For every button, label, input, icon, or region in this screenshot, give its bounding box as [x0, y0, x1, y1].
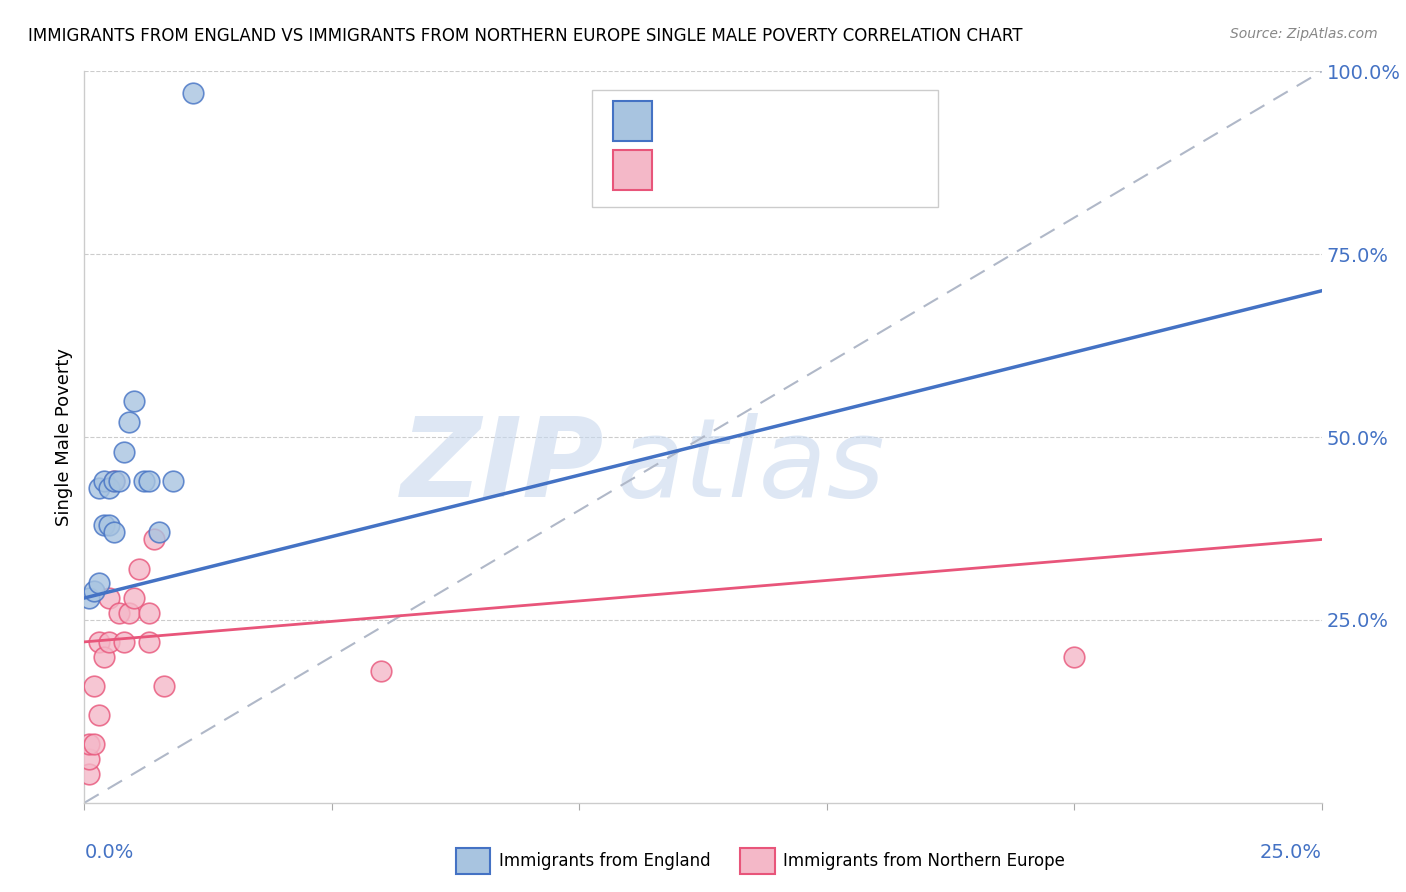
Point	[98, 481, 121, 495]
Point	[112, 635, 135, 649]
Point	[148, 525, 170, 540]
Point	[122, 393, 145, 408]
Point	[79, 766, 101, 780]
FancyBboxPatch shape	[740, 848, 775, 874]
Text: 0.0%: 0.0%	[84, 843, 134, 862]
Text: R = 0.164: R = 0.164	[666, 161, 772, 179]
Point	[162, 474, 184, 488]
Point	[93, 474, 115, 488]
Point	[1063, 649, 1085, 664]
Text: N = 19: N = 19	[814, 112, 887, 130]
Text: IMMIGRANTS FROM ENGLAND VS IMMIGRANTS FROM NORTHERN EUROPE SINGLE MALE POVERTY C: IMMIGRANTS FROM ENGLAND VS IMMIGRANTS FR…	[28, 27, 1022, 45]
Point	[83, 737, 105, 751]
Point	[118, 606, 141, 620]
Point	[181, 87, 204, 101]
Point	[89, 576, 111, 591]
Point	[89, 708, 111, 723]
Text: Immigrants from Northern Europe: Immigrants from Northern Europe	[783, 853, 1066, 871]
Point	[138, 474, 160, 488]
Point	[93, 649, 115, 664]
Point	[79, 591, 101, 605]
FancyBboxPatch shape	[456, 848, 491, 874]
FancyBboxPatch shape	[592, 90, 938, 207]
Text: N = 22: N = 22	[814, 161, 887, 179]
Point	[89, 635, 111, 649]
Text: Source: ZipAtlas.com: Source: ZipAtlas.com	[1230, 27, 1378, 41]
Point	[103, 525, 125, 540]
Point	[89, 481, 111, 495]
Point	[132, 474, 155, 488]
Point	[108, 606, 131, 620]
Point	[118, 416, 141, 430]
Point	[138, 606, 160, 620]
Point	[93, 517, 115, 532]
Point	[83, 583, 105, 598]
Text: 25.0%: 25.0%	[1260, 843, 1322, 862]
Point	[128, 562, 150, 576]
Y-axis label: Single Male Poverty: Single Male Poverty	[55, 348, 73, 526]
Point	[108, 474, 131, 488]
Text: R = 0.336: R = 0.336	[666, 112, 772, 130]
Point	[83, 679, 105, 693]
Point	[79, 737, 101, 751]
Text: ZIP: ZIP	[401, 413, 605, 520]
Point	[98, 591, 121, 605]
FancyBboxPatch shape	[613, 150, 652, 190]
Point	[152, 679, 174, 693]
Point	[112, 444, 135, 458]
Point	[98, 635, 121, 649]
Point	[98, 517, 121, 532]
Point	[79, 752, 101, 766]
Point	[103, 474, 125, 488]
Point	[142, 533, 165, 547]
Point	[103, 474, 125, 488]
Point	[122, 591, 145, 605]
Text: atlas: atlas	[616, 413, 884, 520]
Point	[370, 664, 392, 678]
Point	[138, 635, 160, 649]
FancyBboxPatch shape	[613, 101, 652, 141]
Text: Immigrants from England: Immigrants from England	[499, 853, 710, 871]
